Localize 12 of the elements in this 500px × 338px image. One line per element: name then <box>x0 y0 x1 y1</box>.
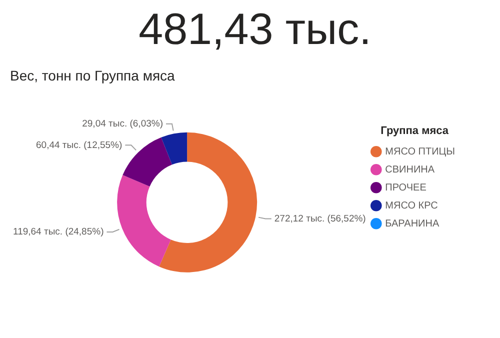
data-label: 60,44 тыс. (12,55%) <box>36 140 122 151</box>
chart-title: Вес, тонн по Группа мяса <box>10 67 176 84</box>
data-label: 272,12 тыс. (56,52%) <box>274 213 366 224</box>
legend-title: Группа мяса <box>380 124 450 137</box>
data-label: 119,64 тыс. (24,85%) <box>12 226 104 238</box>
legend-label: СВИНИНА <box>385 164 435 176</box>
legend-label: БАРАНИНА <box>385 218 440 230</box>
legend-label: ПРОЧЕЕ <box>385 182 427 194</box>
data-label: 29,04 тыс. (6,03%) <box>82 118 164 130</box>
legend-label: МЯСО ПТИЦЫ <box>385 146 456 158</box>
legend-label: МЯСО КРС <box>385 200 438 212</box>
text: 481,43 тыс. <box>138 4 372 56</box>
